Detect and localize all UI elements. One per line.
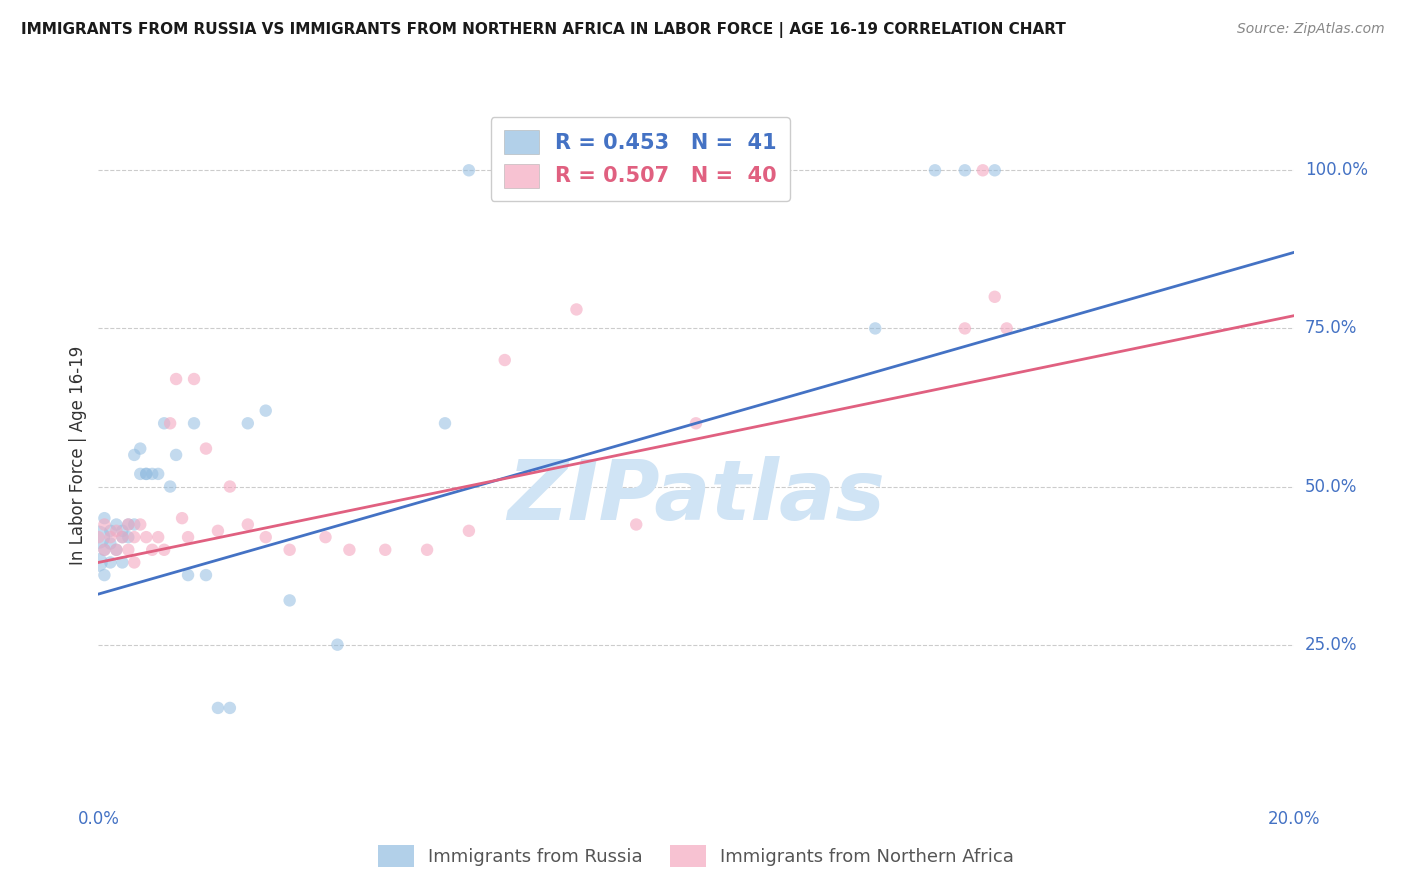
Point <box>93 511 115 525</box>
Point <box>93 542 115 557</box>
Point <box>236 517 259 532</box>
Point <box>153 417 176 431</box>
Point <box>98 530 122 544</box>
Point <box>105 517 128 532</box>
Point <box>165 372 187 386</box>
Point <box>924 163 946 178</box>
Point <box>207 701 229 715</box>
Point <box>983 163 1005 178</box>
Point <box>124 448 146 462</box>
Point <box>124 556 146 570</box>
Point <box>685 417 707 431</box>
Point <box>111 524 134 538</box>
Point <box>98 556 122 570</box>
Point <box>117 530 139 544</box>
Point <box>87 556 110 570</box>
Point <box>434 417 457 431</box>
Point <box>129 517 152 532</box>
Point <box>129 467 152 481</box>
Point <box>458 163 481 178</box>
Point <box>416 542 439 557</box>
Point <box>141 467 163 481</box>
Point <box>953 321 976 335</box>
Point <box>953 163 976 178</box>
Point <box>105 542 128 557</box>
Point <box>148 530 170 544</box>
Point <box>117 542 139 557</box>
Text: 25.0%: 25.0% <box>1305 636 1357 654</box>
Point <box>219 701 242 715</box>
Point <box>153 542 176 557</box>
Point <box>278 593 301 607</box>
Point <box>374 542 396 557</box>
Point <box>565 302 588 317</box>
Point <box>278 542 301 557</box>
Point <box>983 290 1005 304</box>
Point <box>207 524 229 538</box>
Point <box>194 568 218 582</box>
Point <box>177 530 200 544</box>
Point <box>124 530 146 544</box>
Point <box>148 467 170 481</box>
Point <box>339 542 360 557</box>
Text: IMMIGRANTS FROM RUSSIA VS IMMIGRANTS FROM NORTHERN AFRICA IN LABOR FORCE | AGE 1: IMMIGRANTS FROM RUSSIA VS IMMIGRANTS FRO… <box>21 22 1066 38</box>
Point <box>129 442 152 456</box>
Point <box>135 467 157 481</box>
Point <box>93 568 115 582</box>
Point <box>219 479 242 493</box>
Point <box>254 530 277 544</box>
Point <box>159 479 181 493</box>
Point <box>105 524 128 538</box>
Text: 50.0%: 50.0% <box>1305 477 1357 496</box>
Text: 75.0%: 75.0% <box>1305 319 1357 337</box>
Text: Source: ZipAtlas.com: Source: ZipAtlas.com <box>1237 22 1385 37</box>
Point <box>494 353 516 368</box>
Point <box>165 448 187 462</box>
Point <box>254 403 277 417</box>
Point <box>111 556 134 570</box>
Point <box>87 530 110 544</box>
Point <box>159 417 181 431</box>
Point <box>865 321 887 335</box>
Point <box>111 530 134 544</box>
Legend: Immigrants from Russia, Immigrants from Northern Africa: Immigrants from Russia, Immigrants from … <box>370 838 1022 874</box>
Point <box>135 467 157 481</box>
Point <box>135 530 157 544</box>
Point <box>624 517 647 532</box>
Text: ZIPatlas: ZIPatlas <box>508 456 884 537</box>
Point <box>183 417 205 431</box>
Point <box>93 517 115 532</box>
Point <box>117 517 139 532</box>
Point <box>105 542 128 557</box>
Point <box>236 417 259 431</box>
Point <box>124 517 146 532</box>
Point <box>172 511 194 525</box>
Point <box>972 163 994 178</box>
Point <box>93 542 115 557</box>
Point <box>141 542 163 557</box>
Text: 100.0%: 100.0% <box>1305 161 1368 179</box>
Point <box>111 530 134 544</box>
Point <box>87 530 110 544</box>
Point <box>177 568 200 582</box>
Point <box>315 530 337 544</box>
Point <box>458 524 481 538</box>
Point <box>98 536 122 550</box>
Point <box>326 638 349 652</box>
Point <box>117 517 139 532</box>
Point <box>98 524 122 538</box>
Point <box>995 321 1018 335</box>
Point <box>194 442 218 456</box>
Y-axis label: In Labor Force | Age 16-19: In Labor Force | Age 16-19 <box>69 345 87 565</box>
Point <box>183 372 205 386</box>
